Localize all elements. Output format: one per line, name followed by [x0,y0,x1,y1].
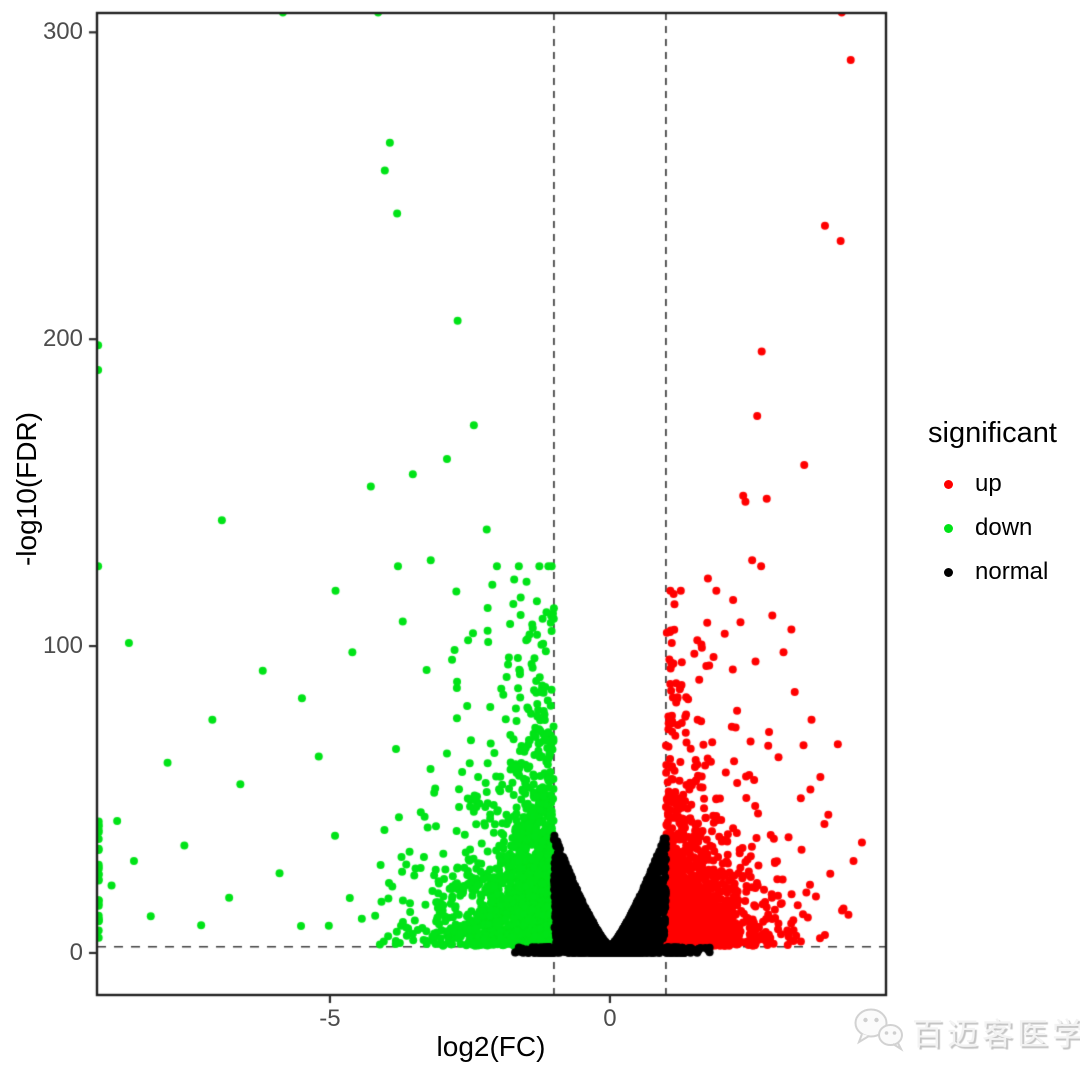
legend-title: significant [928,417,1057,449]
y-tick-label: 0 [69,938,83,966]
legend-items: up down normal [928,462,1057,594]
legend-dot-normal [944,567,953,577]
y-tick-label: 200 [42,325,83,353]
legend-item-normal: normal [928,550,1057,594]
legend: significant up down normal [928,417,1057,594]
legend-label: down [975,514,1033,541]
x-tick-label: 0 [603,1005,617,1032]
legend-label: normal [975,558,1049,585]
x-axis-title: log2(FC) [436,1031,546,1062]
legend-dot-up [944,479,953,489]
y-axis-title: -log10(FDR) [11,411,42,567]
wechat-bubbles-icon [852,1006,906,1057]
watermark-text: 百迈客医学 [912,1017,1080,1052]
y-tick-label: 300 [42,18,83,46]
legend-item-down: down [928,506,1057,550]
legend-dot-down [944,523,953,533]
legend-label: up [975,470,1002,497]
watermark: 百迈客医学 [852,1006,1080,1057]
y-tick-label: 100 [42,632,83,660]
x-tick-label: -5 [319,1005,341,1032]
legend-item-up: up [928,462,1057,506]
